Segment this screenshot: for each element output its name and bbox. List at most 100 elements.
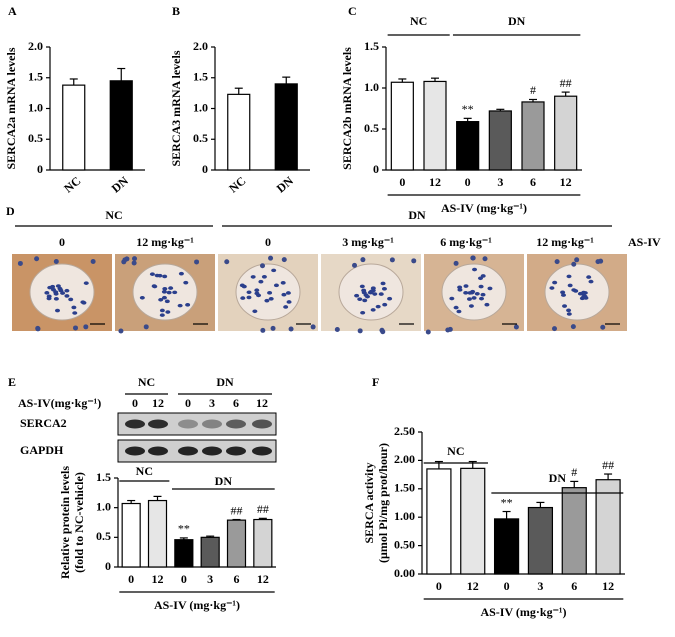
bar xyxy=(390,81,414,171)
blot-band xyxy=(252,419,272,429)
y-axis-label: (μmol Pi/mg prot/hour) xyxy=(376,443,390,563)
y-tick-label: 1.50 xyxy=(394,481,415,495)
nucleus xyxy=(246,295,252,300)
nucleus xyxy=(44,291,50,295)
nucleus xyxy=(484,302,490,307)
nucleus xyxy=(449,296,455,301)
y-tick-label: 0.50 xyxy=(394,537,415,551)
bar xyxy=(423,80,447,171)
y-axis-label: SERCA2b mRNA levels xyxy=(340,47,354,170)
nucleus xyxy=(364,294,370,299)
nucleus xyxy=(161,295,167,300)
nucleus xyxy=(477,276,483,281)
y-tick-label: 0 xyxy=(373,162,379,176)
nucleus xyxy=(357,328,363,334)
nucleus xyxy=(64,288,70,293)
bar xyxy=(595,479,621,575)
nucleus xyxy=(260,263,266,269)
nucleus xyxy=(68,297,74,302)
nucleus xyxy=(139,295,145,300)
group-label: DN xyxy=(408,208,426,222)
nucleus xyxy=(457,285,463,290)
nucleus xyxy=(90,259,96,265)
bar xyxy=(527,506,554,575)
blot-lane-label: 12 xyxy=(256,396,268,410)
bar xyxy=(274,83,298,171)
nucleus xyxy=(83,324,89,330)
nucleus xyxy=(372,292,378,296)
x-tick-label: 3 xyxy=(497,175,503,189)
nucleus xyxy=(375,304,381,309)
nucleus xyxy=(71,305,77,310)
blot-group-label: DN xyxy=(216,375,234,389)
x-tick-label: NC xyxy=(226,174,248,196)
nucleus xyxy=(132,256,138,262)
y-axis-label: SERCA activity xyxy=(362,463,376,544)
panel-label: F xyxy=(372,375,379,389)
group-label: NC xyxy=(410,14,427,28)
bar xyxy=(493,518,520,575)
nucleus xyxy=(268,297,274,301)
y-tick-label: 1.5 xyxy=(364,39,379,53)
nucleus xyxy=(50,287,56,292)
bar xyxy=(227,93,251,171)
nucleus xyxy=(285,291,291,295)
nucleus xyxy=(453,305,459,310)
nucleus xyxy=(131,260,137,266)
y-tick-label: 1.0 xyxy=(193,100,208,114)
x-tick-label: 6 xyxy=(234,572,240,586)
x-axis-label: AS-IV (mg·kg⁻¹) xyxy=(154,598,240,612)
nucleus xyxy=(566,308,572,313)
nucleus xyxy=(479,296,485,301)
nucleus xyxy=(487,286,493,291)
nucleus xyxy=(466,297,472,301)
blot-row-label: SERCA2 xyxy=(20,416,67,430)
y-tick-label: 1.0 xyxy=(96,499,111,513)
nucleus xyxy=(288,326,294,332)
nucleus xyxy=(72,311,78,315)
nucleus xyxy=(183,280,189,285)
bar xyxy=(456,121,480,171)
nucleus xyxy=(64,294,70,298)
panel-label: A xyxy=(8,4,17,18)
bar xyxy=(226,519,247,568)
nucleus xyxy=(124,256,130,262)
x-tick-label: 6 xyxy=(571,579,577,593)
panel-label: B xyxy=(172,4,180,18)
panel-label: E xyxy=(8,375,16,389)
nucleus xyxy=(362,298,368,303)
y-tick-label: 1.5 xyxy=(193,70,208,84)
nucleus xyxy=(194,259,200,265)
bar xyxy=(121,502,141,568)
group-label: NC xyxy=(447,444,464,458)
y-axis-label: SERCA3 mRNA levels xyxy=(169,50,183,166)
nucleus xyxy=(352,262,358,268)
significance-mark: ** xyxy=(462,102,474,116)
y-tick-label: 1.0 xyxy=(28,100,43,114)
nucleus xyxy=(240,296,246,300)
nucleus xyxy=(161,290,167,294)
blot-band xyxy=(226,419,246,429)
nucleus xyxy=(185,303,191,307)
nucleus xyxy=(246,290,252,295)
nucleus xyxy=(252,309,258,314)
nucleus xyxy=(254,288,260,293)
panel-label: C xyxy=(348,4,357,18)
x-tick-label: 12 xyxy=(152,572,164,586)
x-tick-label: 12 xyxy=(560,175,572,189)
dose-label: 0 xyxy=(265,235,271,249)
nucleus xyxy=(360,257,366,263)
nucleus xyxy=(271,268,277,273)
nucleus xyxy=(560,293,566,297)
nucleus xyxy=(571,261,577,267)
nucleus xyxy=(151,284,157,288)
blot-band xyxy=(125,446,145,456)
y-tick-label: 2.0 xyxy=(193,39,208,53)
blot-lane-label: 3 xyxy=(209,396,215,410)
nucleus xyxy=(334,327,340,333)
nucleus xyxy=(588,279,594,284)
nucleus xyxy=(60,291,66,295)
dose-label: 12 mg·kg⁻¹ xyxy=(536,235,594,249)
blot-band xyxy=(202,419,222,429)
